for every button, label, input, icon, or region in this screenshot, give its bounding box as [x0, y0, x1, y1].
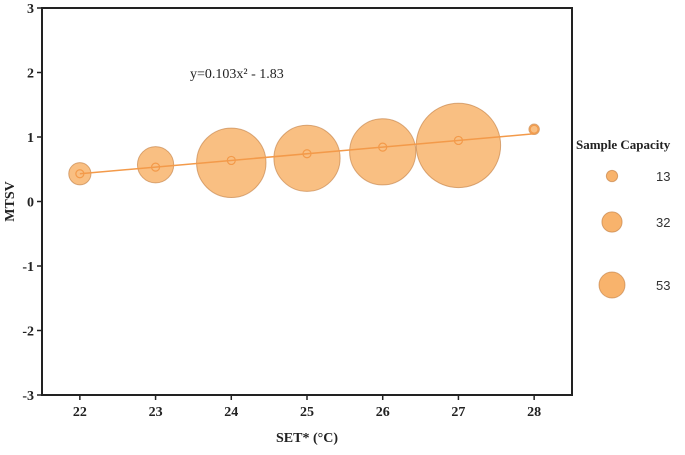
y-tick-label-4: -1: [22, 260, 34, 275]
legend-title: Sample Capacity: [576, 137, 671, 152]
legend-bubble-2: [598, 271, 626, 299]
y-tick-label-0: 3: [27, 2, 34, 17]
regression-equation: y=0.103x² - 1.83: [190, 67, 284, 82]
trend-marker-4: [378, 142, 388, 152]
x-axis-title: SET* (°C): [276, 431, 338, 446]
bubble-4: [349, 118, 417, 186]
legend-bubble-0: [605, 169, 619, 183]
bubble-5: [415, 102, 502, 189]
bubble-layer: [68, 102, 540, 199]
x-tick-label-4: 26: [376, 405, 390, 420]
y-tick-label-1: 2: [27, 67, 34, 82]
y-axis-ticks: 3 2 1 0 -1 -2 -3: [22, 2, 42, 404]
x-tick-label-0: 22: [73, 405, 87, 420]
y-tick-label-5: -2: [22, 325, 34, 340]
x-axis-ticks: 22 23 24 25 26 27 28: [73, 395, 541, 420]
trend-marker-2: [226, 155, 236, 166]
y-tick-label-3: 0: [27, 196, 34, 211]
legend-bubble-1: [601, 211, 623, 233]
trend-marker-1: [150, 162, 161, 172]
legend-label-2: 53: [656, 278, 670, 293]
trend-marker-5: [453, 135, 464, 146]
legend-label-1: 32: [656, 215, 670, 230]
plot-frame: [41, 7, 573, 396]
x-tick-label-3: 25: [300, 405, 314, 420]
trend-marker-0: [75, 169, 85, 179]
y-tick-label-6: -3: [22, 389, 34, 404]
trend-line: [79, 133, 535, 175]
trend-marker-6: [529, 124, 539, 134]
trend-layer: [79, 133, 535, 175]
legend-label-0: 13: [656, 169, 670, 184]
bubble-1: [136, 146, 175, 184]
marker-layer: [75, 124, 539, 179]
legend: Sample Capacity 13 32 53: [576, 137, 671, 299]
trend-marker-3: [302, 149, 312, 159]
x-tick-label-1: 23: [149, 405, 163, 420]
x-tick-label-6: 28: [527, 405, 541, 420]
x-tick-label-2: 24: [224, 405, 238, 420]
x-tick-label-5: 27: [451, 405, 465, 420]
y-axis-title: MTSV: [3, 181, 18, 221]
y-tick-label-2: 1: [27, 131, 34, 146]
